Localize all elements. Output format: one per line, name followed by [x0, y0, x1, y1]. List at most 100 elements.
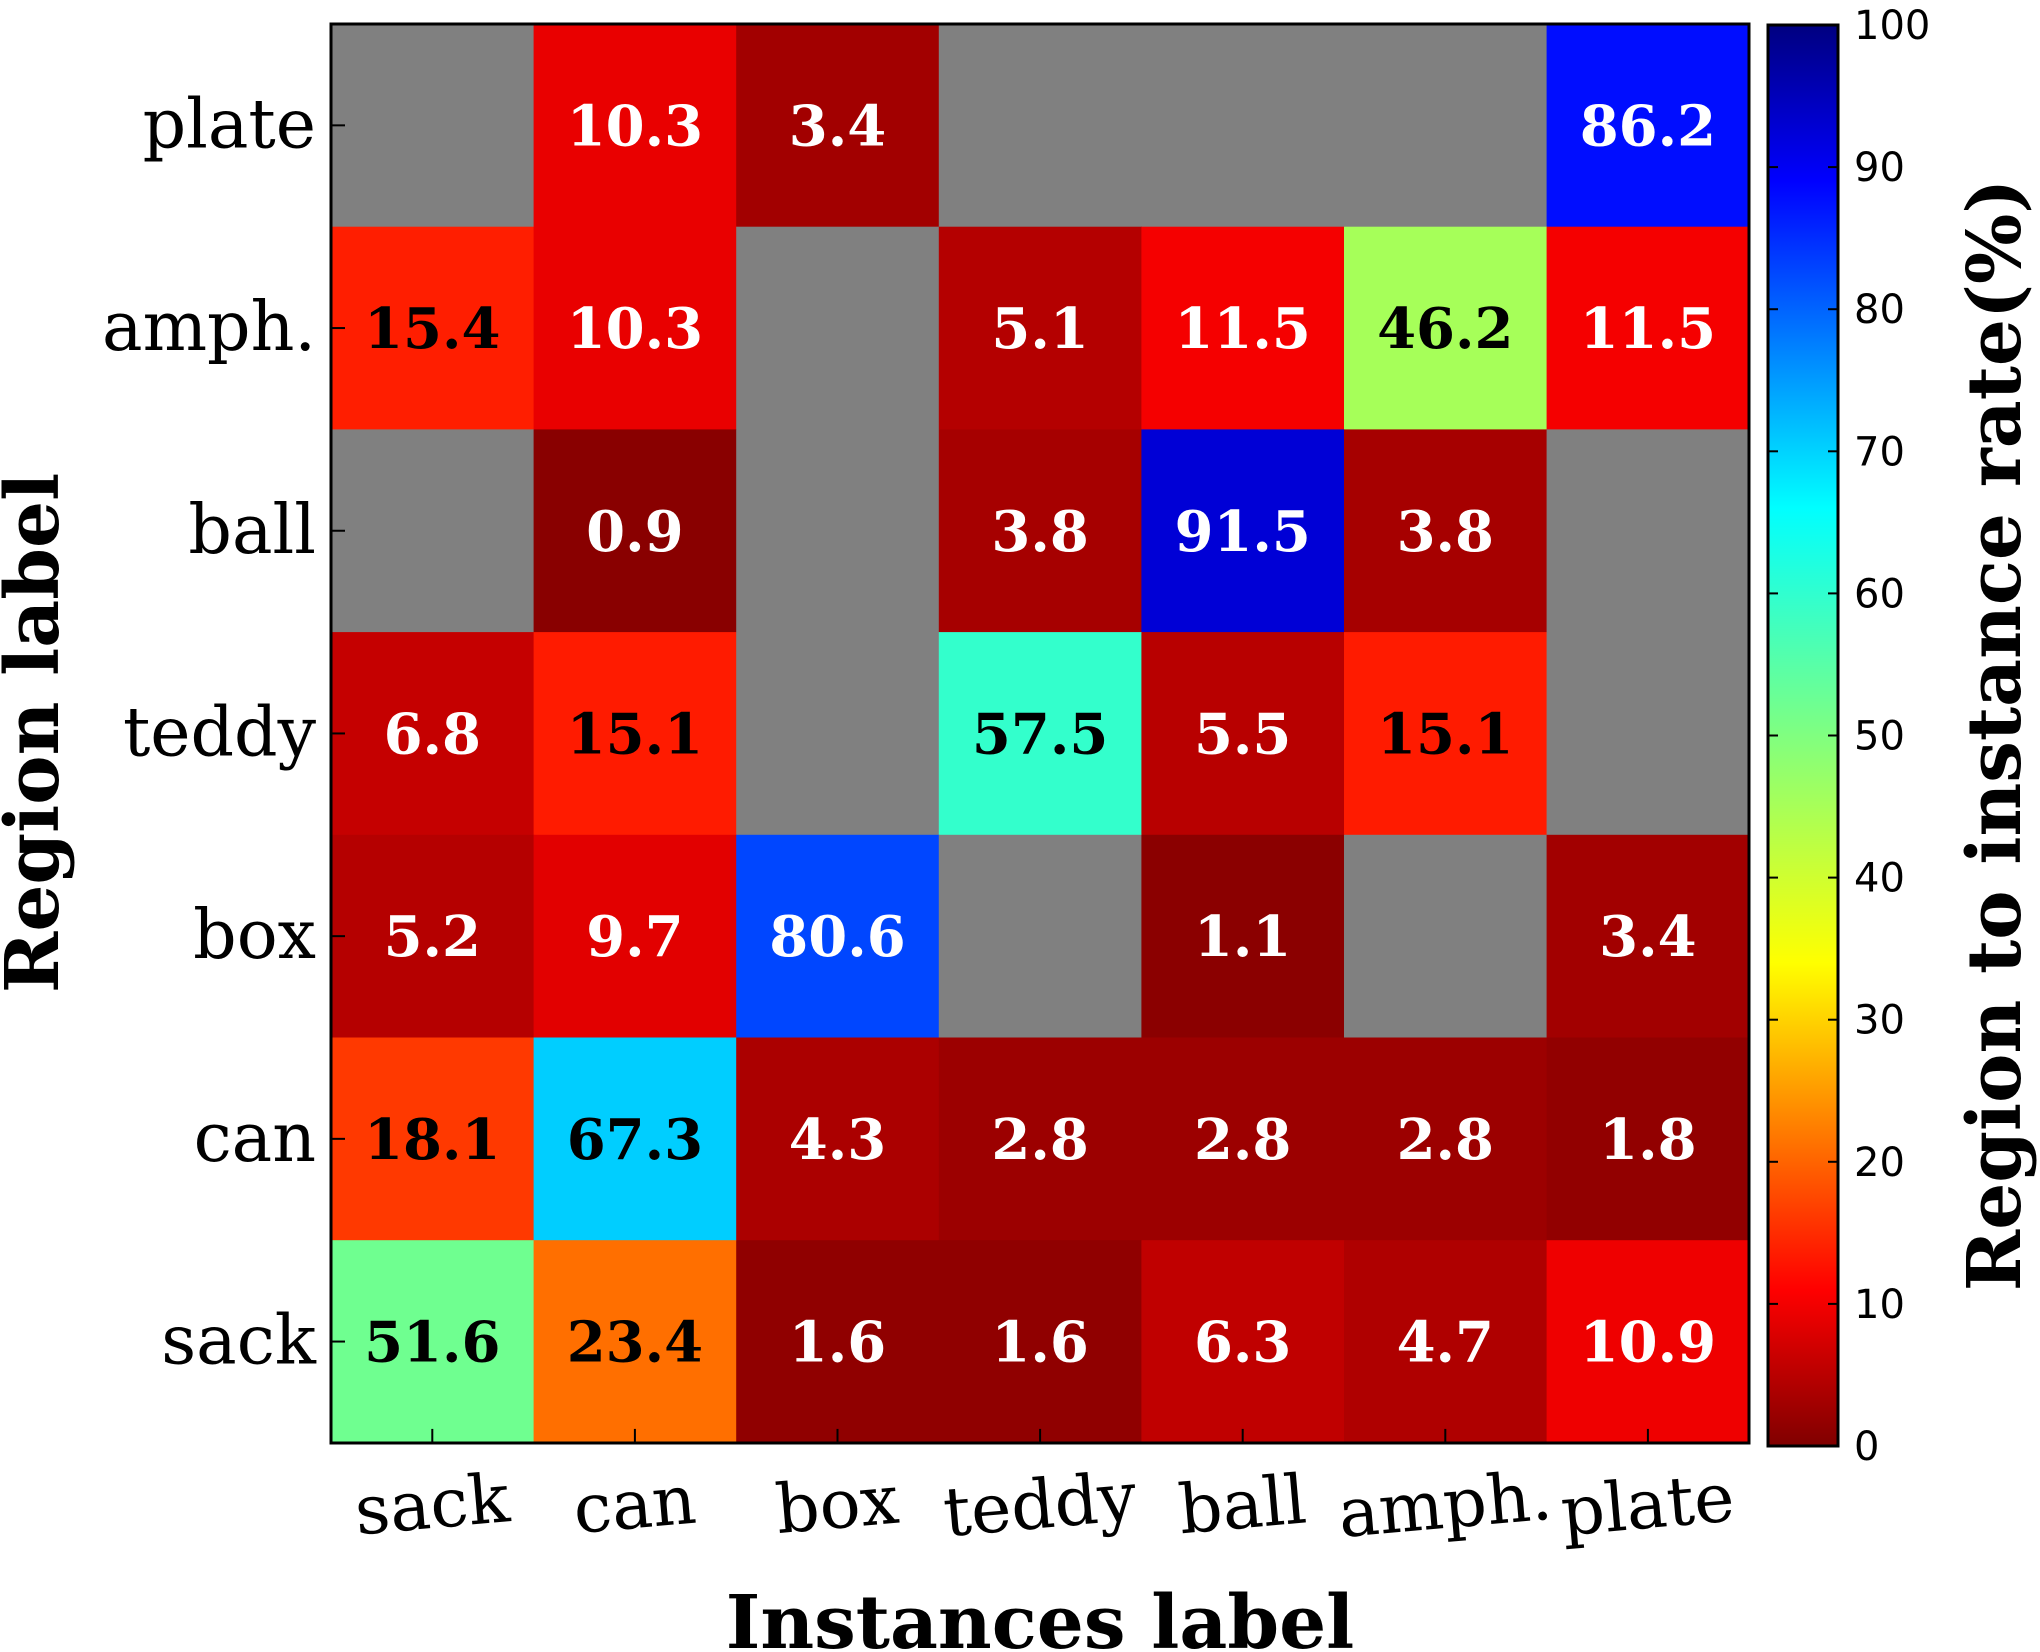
- heatmap-cell: [1141, 1037, 1345, 1241]
- heatmap-cell: [1141, 834, 1345, 1039]
- heatmap-cell: [331, 24, 535, 228]
- cell-value-label: 46.2: [1377, 296, 1513, 362]
- cell-value-label: 4.7: [1397, 1310, 1494, 1376]
- heatmap-cell: [533, 632, 737, 836]
- heatmap-cell: [938, 834, 1142, 1039]
- cell-value-label: 91.5: [1175, 499, 1311, 565]
- heatmap-cell: [1344, 429, 1548, 633]
- cell-value-label: 3.8: [1397, 499, 1494, 565]
- y-tick-label: ball: [188, 491, 316, 570]
- heatmap-cell: [1344, 1240, 1548, 1444]
- colorbar-tick-label: 90: [1854, 145, 1905, 191]
- cell-value-label: 15.1: [1377, 701, 1513, 767]
- heatmap-cell: [1546, 226, 1750, 430]
- heatmap-cell: [736, 834, 940, 1039]
- colorbar-ticks: 0 10 20 30 40 50 60 70 80 90 100: [1768, 3, 1930, 1470]
- x-axis-title: Instances label: [726, 1580, 1355, 1652]
- colorbar-tick-label: 30: [1854, 998, 1905, 1044]
- heatmap-cell: [1546, 1240, 1750, 1444]
- y-axis-title: Region label: [0, 473, 76, 993]
- y-tick-label: amph.: [102, 288, 316, 367]
- heatmap-cell: [533, 1240, 737, 1444]
- x-tick-label: box: [773, 1461, 902, 1550]
- heatmap-cell: [736, 429, 940, 633]
- colorbar-tick-label: 10: [1854, 1282, 1905, 1328]
- heatmap-cell: [533, 24, 737, 228]
- heatmap-cell: [736, 24, 940, 228]
- y-axis-ticks: plate amph. ball teddy box can sack: [102, 85, 345, 1381]
- heatmap-cell-labels: 10.3 3.4 86.2 15.4 10.3 5.1 11.5 46.2 11.5 0.9 3.8…: [364, 93, 1716, 1375]
- cell-value-label: 2.8: [991, 1107, 1088, 1173]
- colorbar-tick-label: 80: [1854, 287, 1905, 333]
- colorbar-tick-label: 50: [1854, 714, 1905, 760]
- cell-value-label: 86.2: [1580, 93, 1716, 159]
- y-tick-label: box: [193, 896, 316, 975]
- cell-value-label: 67.3: [567, 1107, 703, 1173]
- colorbar-tick-label: 20: [1854, 1140, 1905, 1186]
- cell-value-label: 15.1: [567, 701, 703, 767]
- cell-value-label: 2.8: [1194, 1107, 1291, 1173]
- cell-value-label: 10.9: [1580, 1310, 1716, 1376]
- colorbar-tick-label: 70: [1854, 429, 1905, 475]
- cell-value-label: 11.5: [1580, 296, 1716, 362]
- cell-value-label: 0.9: [586, 499, 683, 565]
- cell-value-label: 10.3: [567, 93, 703, 159]
- cell-value-label: 6.8: [384, 701, 481, 767]
- heatmap-cell: [938, 1037, 1142, 1241]
- cell-value-label: 11.5: [1175, 296, 1311, 362]
- cell-value-label: 1.6: [789, 1310, 886, 1376]
- heatmap-cell: [1546, 1037, 1750, 1241]
- heatmap-cells: [331, 24, 1750, 1444]
- heatmap-cell: [1344, 24, 1548, 228]
- colorbar-title: Region to instance rate(%): [1952, 179, 2038, 1292]
- cell-value-label: 5.1: [991, 296, 1088, 362]
- cell-value-label: 15.4: [364, 296, 500, 362]
- x-axis-ticks: sack can box teddy ball amph. plate: [352, 1428, 1738, 1554]
- heatmap-cell: [938, 429, 1142, 633]
- colorbar-tick-label: 40: [1854, 856, 1905, 902]
- x-tick-label: teddy: [940, 1458, 1140, 1554]
- cell-value-label: 6.3: [1194, 1310, 1291, 1376]
- heatmap-cell: [938, 24, 1142, 228]
- heatmap-cell: [533, 226, 737, 430]
- heatmap-cell: [1141, 429, 1345, 633]
- cell-value-label: 57.5: [972, 701, 1108, 767]
- y-tick-label: teddy: [123, 693, 317, 772]
- heatmap-cell: [331, 226, 535, 430]
- cell-value-label: 9.7: [586, 904, 683, 970]
- cell-value-label: 80.6: [769, 904, 905, 970]
- y-tick-label: can: [194, 1099, 316, 1178]
- heatmap-cell: [331, 1240, 535, 1444]
- heatmap-cell: [938, 226, 1142, 430]
- colorbar-tick-label: 100: [1854, 3, 1930, 49]
- y-tick-label: sack: [161, 1302, 317, 1381]
- heatmap-cell: [1546, 834, 1750, 1039]
- cell-value-label: 10.3: [567, 296, 703, 362]
- cell-value-label: 3.4: [789, 93, 886, 159]
- x-tick-label: sack: [352, 1459, 514, 1551]
- heatmap-cell: [1546, 24, 1750, 228]
- heatmap-cell: [1141, 1240, 1345, 1444]
- heatmap-cell: [1344, 632, 1548, 836]
- heatmap-cell: [1344, 834, 1548, 1039]
- heatmap-cell: [331, 429, 535, 633]
- x-tick-label: plate: [1558, 1459, 1738, 1553]
- heatmap-cell: [533, 1037, 737, 1241]
- colorbar-tick-label: 60: [1854, 571, 1905, 617]
- colorbar: [1766, 23, 1840, 1448]
- x-tick-label: ball: [1175, 1461, 1309, 1551]
- cell-value-label: 3.4: [1599, 904, 1696, 970]
- heatmap-cell: [736, 1240, 940, 1444]
- colorbar-tick-label: 0: [1854, 1424, 1879, 1470]
- x-tick-label: amph.: [1335, 1457, 1555, 1554]
- heatmap-cell: [533, 834, 737, 1039]
- heatmap-cell: [1344, 226, 1548, 430]
- x-tick-label: can: [570, 1461, 699, 1550]
- heatmap-cell: [1546, 429, 1750, 633]
- heatmap-cell: [1141, 226, 1345, 430]
- heatmap-cell: [736, 632, 940, 836]
- heatmap-cell: [533, 429, 737, 633]
- cell-value-label: 5.2: [384, 904, 481, 970]
- cell-value-label: 1.8: [1599, 1107, 1696, 1173]
